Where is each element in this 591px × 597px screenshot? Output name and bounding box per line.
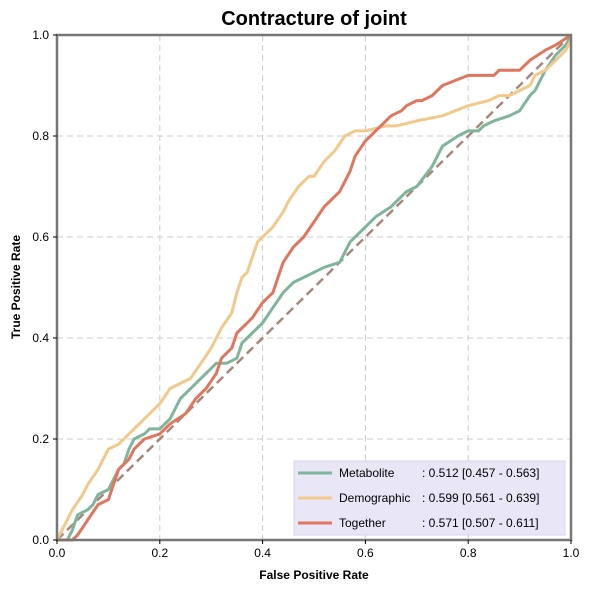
x-tick-label: 0.2	[151, 546, 168, 560]
x-tick-label: 1.0	[563, 546, 580, 560]
roc-curve-together	[57, 33, 572, 542]
y-tick-label: 0.8	[32, 129, 49, 143]
axis-ticks: 0.00.0 0.2 0.2 0.4 0.4 0.6 0.6 0.8 0.8 1.0 1.0	[32, 28, 579, 560]
plot-border	[55, 33, 573, 542]
y-tick-label: 1.0	[32, 28, 49, 42]
roc-curve-demographic	[55, 39, 573, 541]
legend-box	[293, 460, 566, 536]
legend-series-name: Together	[339, 516, 386, 530]
legend: Metabolite : 0.512 [0.457 - 0.563] Demogra…	[293, 460, 566, 536]
legend-auc-text: : 0.571 [0.507 - 0.611]	[422, 516, 539, 530]
chance-line	[56, 34, 572, 541]
legend-series-name: Metabolite	[339, 466, 395, 480]
roc-curves	[55, 33, 573, 542]
y-tick-label: 0.4	[32, 331, 49, 345]
x-tick-label: 0.6	[357, 546, 374, 560]
legend-auc-text: : 0.599 [0.561 - 0.639]	[422, 491, 539, 505]
y-tick-label: 0.2	[32, 432, 49, 446]
x-tick-label: 0.4	[254, 546, 271, 560]
legend-series-name: Demographic	[339, 491, 410, 505]
x-tick-label: 0.8	[460, 546, 477, 560]
chart-title: Contracture of joint	[221, 8, 407, 30]
y-tick-label: 0.6	[32, 230, 49, 244]
plot-frame	[55, 33, 573, 542]
chance-diagonal	[56, 34, 572, 541]
y-axis-label: True Positive Rate	[9, 235, 23, 339]
x-axis-label: False Positive Rate	[259, 568, 369, 582]
y-tick-label: 0.0	[32, 533, 49, 547]
legend-auc-text: : 0.512 [0.457 - 0.563]	[422, 466, 539, 480]
x-tick-label: 0.0	[49, 546, 66, 560]
